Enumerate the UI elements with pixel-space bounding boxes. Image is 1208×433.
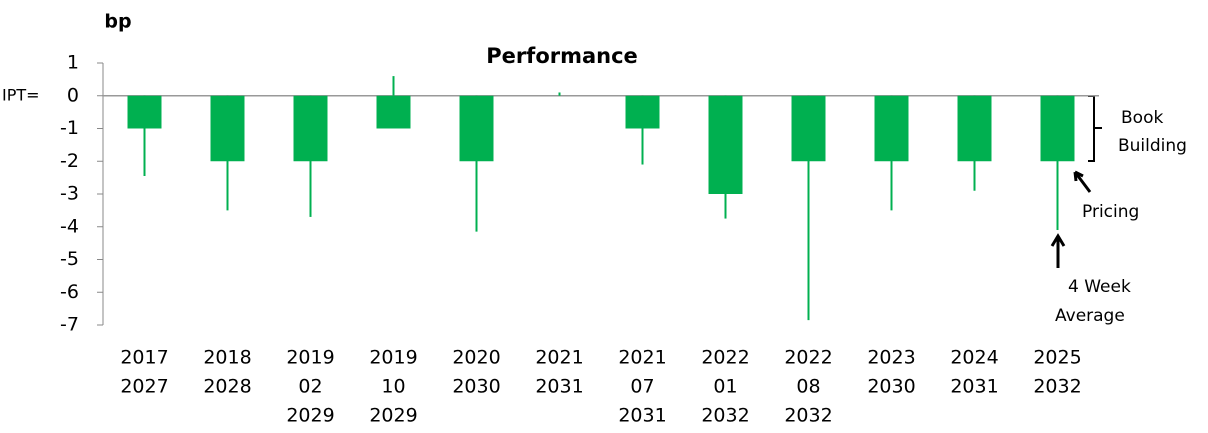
x-tick-label: 01 [713,376,737,398]
x-tick-label: 2021 [535,347,583,369]
x-tick-label: 2019 [369,347,417,369]
x-tick-label: 07 [630,376,654,398]
y-tick-label: -2 [60,150,79,172]
y-tick-label: -7 [60,314,79,336]
annotation: Average [1055,306,1125,326]
arrow [1073,170,1092,193]
y-tick-label: -1 [60,117,79,139]
bar [376,95,411,129]
x-tick-label: 08 [796,376,820,398]
x-tick-label: 2030 [867,376,915,398]
x-tick-label: 2023 [867,347,915,369]
x-tick-label: 10 [381,376,405,398]
x-tick-label: 2031 [618,405,666,427]
annotation: 4 Week [1068,277,1131,297]
y-tick-label: 0 [67,84,79,106]
x-tick-label: 2029 [369,405,417,427]
x-tick-label: 2027 [120,376,168,398]
x-tick-label: 2017 [120,347,168,369]
x-tick-label: 2032 [1033,376,1081,398]
y-tick-label: -4 [60,215,79,237]
x-tick-label: 2031 [535,376,583,398]
x-tick-label: 2018 [203,347,251,369]
x-tick-label: 2022 [784,347,832,369]
y-tick-label: -3 [60,183,79,205]
x-tick-label: 2029 [286,405,334,427]
zero-label: IPT= [2,86,40,105]
x-tick-label: 02 [298,376,322,398]
annotation: Pricing [1082,202,1139,222]
x-tick-label: 2024 [950,347,998,369]
x-tick-label: 2020 [452,347,500,369]
x-tick-label: 2030 [452,376,500,398]
y-tick-label: -6 [60,281,79,303]
x-tick-label: 2028 [203,376,251,398]
x-tick-label: 2031 [950,376,998,398]
x-tick-label: 2032 [701,405,749,427]
x-tick-label: 2021 [618,347,666,369]
x-tick-label: 2025 [1033,347,1081,369]
x-tick-label: 2032 [784,405,832,427]
x-tick-label: 2019 [286,347,334,369]
y-tick-label: -5 [60,248,79,270]
y-axis-label: bp [104,11,131,33]
chart-title: Performance [486,44,638,68]
bracket [1088,95,1102,162]
arrow [1050,233,1066,268]
x-tick-label: 2022 [701,347,749,369]
y-tick-label: 1 [67,52,79,74]
annotation: Book [1121,108,1163,128]
annotation: Building [1118,136,1187,156]
